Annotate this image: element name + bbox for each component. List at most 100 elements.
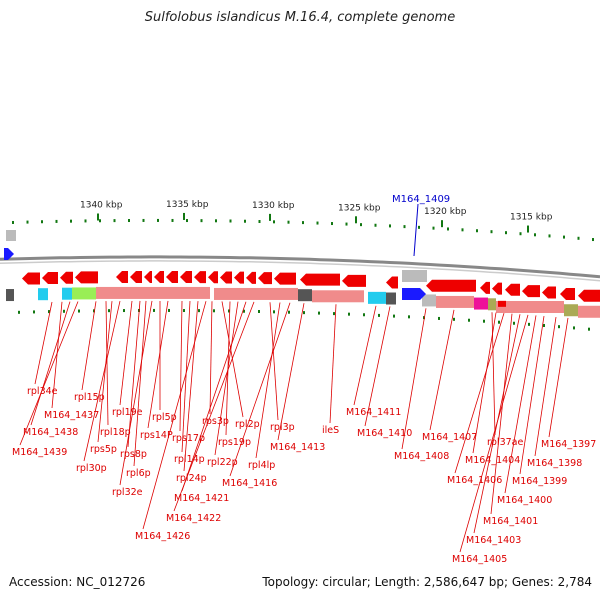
feature-segment	[578, 305, 600, 318]
genome-backbone	[0, 255, 600, 282]
gene-label[interactable]: rpl6p	[126, 468, 151, 479]
leader-line	[491, 312, 496, 436]
gene-labels[interactable]: rpl34e M164_1437 M164_1438 M164_1439 rpl15p r…	[12, 386, 596, 565]
gene-label[interactable]: M164_1403	[466, 535, 521, 546]
gene-label[interactable]: M164_1410	[357, 428, 412, 439]
gene-label[interactable]: M164_1406	[447, 475, 502, 486]
major-tick	[97, 213, 99, 221]
gene-label[interactable]: M164_1421	[174, 493, 229, 504]
gene-arrow[interactable]	[144, 270, 152, 283]
gene-label[interactable]: rpl14p	[174, 454, 205, 465]
gene-label[interactable]: M164_1408	[394, 451, 449, 462]
gene-label[interactable]: rps14P	[140, 430, 173, 441]
gene-label[interactable]: rps19p	[218, 437, 251, 448]
gene-label[interactable]: rpl5p	[152, 412, 177, 423]
gene-arrow[interactable]	[22, 272, 40, 285]
gene-arrow[interactable]	[426, 279, 476, 292]
gene-label[interactable]: rps5p	[90, 444, 117, 455]
gene-label[interactable]: M164_1426	[135, 531, 190, 542]
gene-label[interactable]: rps3p	[202, 416, 229, 427]
leader-line	[179, 301, 183, 432]
leader-line	[127, 300, 141, 448]
leader-line	[459, 314, 529, 553]
gene-label[interactable]: rpl32e	[112, 487, 143, 498]
gene-label[interactable]: M164_1397	[541, 439, 596, 450]
gene-arrow[interactable]	[386, 276, 398, 289]
gene-arrow[interactable]	[180, 271, 192, 284]
gene-label[interactable]: rpl30p	[76, 463, 107, 474]
gene-arrow[interactable]	[492, 282, 502, 295]
gene-arrow[interactable]	[166, 270, 178, 283]
gene-arrow-forward[interactable]	[402, 288, 426, 300]
gene-label[interactable]: M164_1401	[483, 516, 538, 527]
feature-segment	[368, 291, 386, 304]
gene-arrow[interactable]	[480, 281, 490, 294]
gene-label[interactable]: rps17p	[172, 433, 205, 444]
tick-dot	[393, 314, 395, 318]
gene-label[interactable]: M164_1439	[12, 447, 67, 458]
tick-dot	[273, 220, 275, 224]
gene-label[interactable]: M164_1399	[512, 476, 567, 487]
genome-summary: Topology: circular; Length: 2,586,647 bp…	[262, 575, 592, 589]
major-tick	[183, 212, 185, 220]
feature-segment	[386, 292, 396, 305]
gene-label[interactable]: rpl24p	[176, 473, 207, 484]
highlight-gene[interactable]: M164_1409	[392, 194, 450, 257]
gene-arrow[interactable]	[246, 271, 256, 284]
gene-label[interactable]: M164_1404	[465, 455, 520, 466]
gene-arrow[interactable]	[194, 271, 206, 284]
highlight-gene-label[interactable]: M164_1409	[392, 194, 450, 205]
gene-arrow[interactable]	[116, 271, 128, 284]
gene-label[interactable]: rpl15p	[74, 392, 105, 403]
gene-arrow[interactable]	[208, 271, 218, 284]
gene-arrow[interactable]	[342, 274, 366, 287]
gene-arrow[interactable]	[274, 272, 296, 285]
gene-label[interactable]: M164_1400	[497, 495, 552, 506]
tick-dot	[99, 219, 101, 223]
gene-arrow[interactable]	[522, 285, 540, 298]
gene-label[interactable]: M164_1422	[166, 513, 221, 524]
gene-label[interactable]: rpl22p	[207, 457, 238, 468]
gene-arrow-forward[interactable]	[4, 248, 14, 260]
tick-dot	[228, 309, 230, 313]
gene-label[interactable]: M164_1407	[422, 432, 477, 443]
gene-label[interactable]: rps8p	[120, 449, 147, 460]
gene-arrow[interactable]	[560, 287, 575, 300]
gene-label[interactable]: M164_1438	[23, 427, 78, 438]
gene-arrow[interactable]	[505, 283, 520, 296]
gene-label[interactable]: rpl19e	[112, 407, 143, 418]
gene-label[interactable]: M164_1413	[270, 442, 325, 453]
gene-arrows[interactable]	[4, 230, 600, 302]
gene-label[interactable]: M164_1437	[44, 410, 99, 421]
gene-label[interactable]: M164_1398	[527, 458, 582, 469]
tick-dot	[331, 222, 333, 226]
gene-arrow[interactable]	[300, 273, 340, 286]
gene-label[interactable]: rpl18p	[100, 427, 131, 438]
gene-arrow[interactable]	[130, 270, 142, 283]
gene-arrow[interactable]	[42, 272, 58, 285]
gene-label[interactable]: ileS	[322, 425, 339, 436]
gene-arrow[interactable]	[542, 286, 556, 299]
gene-arrow[interactable]	[75, 271, 98, 284]
gene-arrow[interactable]	[60, 271, 73, 284]
gene-arrow[interactable]	[220, 271, 232, 284]
gene-label[interactable]: rpl3p	[270, 422, 295, 433]
gene-label[interactable]: rpl4lp	[248, 460, 275, 471]
leader-line	[81, 301, 97, 391]
gene-arrow[interactable]	[154, 270, 164, 283]
gene-label[interactable]: rpl34e	[27, 386, 58, 397]
gene-label[interactable]: M164_1416	[222, 478, 277, 489]
gene-arrow[interactable]	[578, 289, 600, 302]
gene-label[interactable]: M164_1411	[346, 407, 401, 418]
gene-label[interactable]: rpl37ae	[487, 437, 523, 448]
leader-line	[119, 300, 133, 406]
gene-arrow[interactable]	[234, 271, 244, 284]
gene-label[interactable]: M164_1405	[452, 554, 507, 565]
gene-label[interactable]: rpl2p	[235, 419, 260, 430]
gene-arrow[interactable]	[258, 272, 272, 285]
feature-segment	[488, 298, 496, 311]
tick-dot	[183, 309, 185, 313]
tick-dot	[55, 219, 58, 223]
tick-dot	[48, 310, 50, 314]
